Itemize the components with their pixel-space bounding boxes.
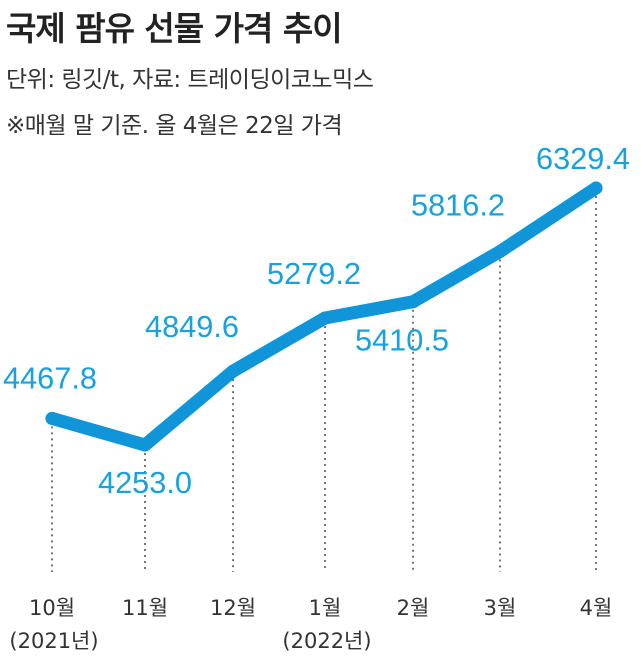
value-label-0: 4467.8	[3, 360, 97, 395]
x-tick-label-3: 1월	[309, 596, 342, 620]
year-label-0: (2021년)	[9, 629, 98, 653]
x-tick-label-1: 11월	[122, 596, 168, 620]
data-point-5	[493, 245, 507, 259]
data-point-6	[589, 181, 603, 195]
data-point-3	[318, 311, 332, 325]
value-label-3: 5279.2	[267, 256, 361, 291]
x-tick-label-6: 4월	[580, 596, 613, 620]
data-point-2	[226, 364, 240, 378]
x-tick-label-5: 3월	[484, 596, 517, 620]
value-label-1: 4253.0	[98, 465, 192, 500]
data-point-4	[406, 295, 420, 309]
unit-source-note: 단위: 링깃/t, 자료: 트레이딩이코노믹스	[6, 67, 374, 93]
value-label-6: 6329.4	[536, 141, 630, 176]
value-label-2: 4849.6	[145, 309, 239, 344]
year-label-1: (2022년)	[282, 629, 371, 653]
data-point-0	[45, 411, 59, 425]
value-label-5: 5816.2	[411, 188, 505, 223]
x-tick-label-4: 2월	[397, 596, 430, 620]
x-tick-label-2: 12월	[210, 596, 256, 620]
data-point-1	[138, 438, 152, 452]
date-basis-note: ※매월 말 기준. 올 4월은 22일 가격	[6, 113, 343, 139]
value-label-4: 5410.5	[355, 323, 449, 358]
chart-title: 국제 팜유 선물 가격 추이	[6, 9, 343, 48]
x-tick-label-0: 10월	[29, 596, 75, 620]
